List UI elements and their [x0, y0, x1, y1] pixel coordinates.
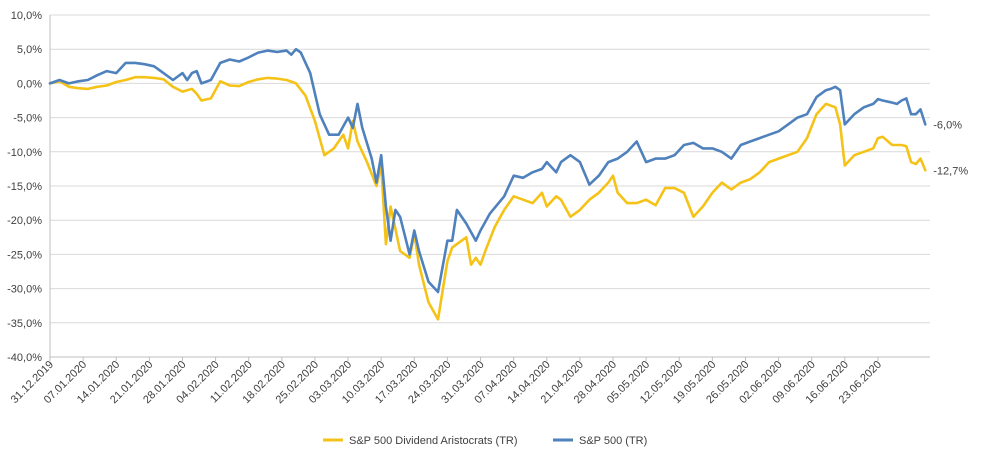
- y-tick-label: -15,0%: [7, 181, 42, 193]
- y-tick-label: 5,0%: [17, 44, 42, 56]
- y-tick-label: -30,0%: [7, 284, 42, 296]
- y-tick-label: 10,0%: [11, 10, 42, 22]
- legend: S&P 500 Dividend Aristocrats (TR) S&P 500…: [323, 435, 647, 447]
- y-axis: 10,0% 5,0% 0,0% -5,0% -10,0% -15,0% -20,0% -25,…: [7, 10, 42, 364]
- y-tick-label: -40,0%: [7, 352, 42, 364]
- series-line-aristocrats: [48, 75, 927, 321]
- end-label-sp500: -6,0%: [933, 119, 962, 131]
- y-tick-label: -10,0%: [7, 147, 42, 159]
- y-tick-label: -20,0%: [7, 215, 42, 227]
- grid-lines: [50, 14, 930, 358]
- series-line-sp500: [48, 47, 927, 294]
- end-label-aristocrats: -12,7%: [933, 165, 968, 177]
- y-tick-label: 0,0%: [17, 78, 42, 90]
- y-tick-label: -35,0%: [7, 318, 42, 330]
- legend-label: S&P 500 (TR): [579, 435, 647, 447]
- legend-label: S&P 500 Dividend Aristocrats (TR): [349, 435, 518, 447]
- y-tick-label: -5,0%: [13, 113, 42, 125]
- x-axis: 31.12.201907.01.202014.01.202021.01.2020…: [9, 357, 884, 406]
- y-tick-label: -25,0%: [7, 249, 42, 261]
